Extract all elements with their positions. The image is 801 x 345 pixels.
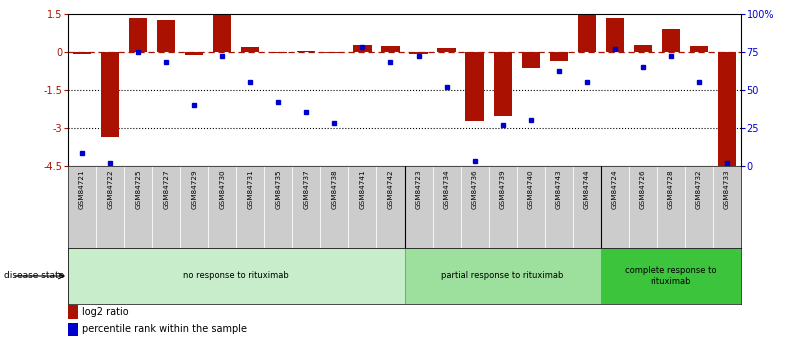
Bar [606, 18, 624, 52]
Bar [376, 166, 405, 248]
Text: GSM84735: GSM84735 [276, 169, 281, 208]
Bar [68, 248, 405, 304]
Text: GSM84726: GSM84726 [640, 169, 646, 208]
Bar [96, 166, 124, 248]
Text: GSM84723: GSM84723 [416, 169, 421, 208]
Text: GSM84731: GSM84731 [248, 169, 253, 208]
Bar [124, 166, 152, 248]
Bar [269, 52, 288, 53]
Text: partial response to rituximab: partial response to rituximab [441, 272, 564, 280]
Bar [521, 52, 540, 68]
Text: log2 ratio: log2 ratio [82, 307, 128, 317]
Bar [152, 166, 180, 248]
Bar [236, 166, 264, 248]
Text: GSM84736: GSM84736 [472, 169, 477, 208]
Text: GSM84725: GSM84725 [135, 169, 141, 208]
Text: GSM84739: GSM84739 [500, 169, 505, 208]
Text: no response to rituximab: no response to rituximab [183, 272, 289, 280]
Bar [297, 51, 316, 52]
Bar [690, 46, 708, 52]
Bar [409, 52, 428, 53]
Bar [353, 46, 372, 52]
Bar [517, 166, 545, 248]
Bar [213, 14, 231, 52]
Bar [185, 52, 203, 55]
Text: GSM84733: GSM84733 [724, 169, 730, 208]
Bar [601, 166, 629, 248]
Bar [73, 52, 91, 54]
Text: GSM84734: GSM84734 [444, 169, 449, 208]
Text: GSM84722: GSM84722 [107, 169, 113, 208]
Bar [489, 166, 517, 248]
Bar [601, 248, 741, 304]
Text: GSM84738: GSM84738 [332, 169, 337, 208]
Bar [545, 166, 573, 248]
Text: GSM84741: GSM84741 [360, 169, 365, 208]
Bar [433, 166, 461, 248]
Text: GSM84742: GSM84742 [388, 169, 393, 208]
Text: GSM84727: GSM84727 [163, 169, 169, 208]
Bar [713, 166, 741, 248]
Bar [325, 52, 344, 53]
Bar [718, 52, 736, 166]
Text: GSM84729: GSM84729 [191, 169, 197, 208]
Text: complete response to
rituximab: complete response to rituximab [625, 266, 717, 286]
Bar [381, 46, 400, 52]
Bar [685, 166, 713, 248]
Bar [348, 166, 376, 248]
Text: GSM84724: GSM84724 [612, 169, 618, 208]
Bar [578, 15, 596, 52]
Bar [634, 46, 652, 52]
Bar [657, 166, 685, 248]
Bar [129, 18, 147, 52]
Bar [662, 29, 680, 52]
Text: GSM84728: GSM84728 [668, 169, 674, 208]
Bar [101, 52, 119, 137]
Text: GSM84737: GSM84737 [304, 169, 309, 208]
Text: disease state: disease state [4, 272, 64, 280]
Text: GSM84743: GSM84743 [556, 169, 562, 208]
Bar [549, 52, 568, 61]
Bar [465, 52, 484, 120]
Bar [405, 166, 433, 248]
Bar [157, 20, 175, 52]
Bar [241, 47, 260, 52]
Text: GSM84721: GSM84721 [79, 169, 85, 208]
Bar [437, 48, 456, 52]
Text: GSM84732: GSM84732 [696, 169, 702, 208]
Bar [320, 166, 348, 248]
Bar [405, 248, 601, 304]
Text: GSM84744: GSM84744 [584, 169, 590, 208]
Bar [629, 166, 657, 248]
Bar [461, 166, 489, 248]
Text: GSM84730: GSM84730 [219, 169, 225, 208]
Text: percentile rank within the sample: percentile rank within the sample [82, 325, 247, 334]
Bar [493, 52, 512, 116]
Bar [68, 166, 96, 248]
Text: GSM84740: GSM84740 [528, 169, 533, 208]
Bar [292, 166, 320, 248]
Bar [264, 166, 292, 248]
Bar [180, 166, 208, 248]
Bar [573, 166, 601, 248]
Bar [208, 166, 236, 248]
